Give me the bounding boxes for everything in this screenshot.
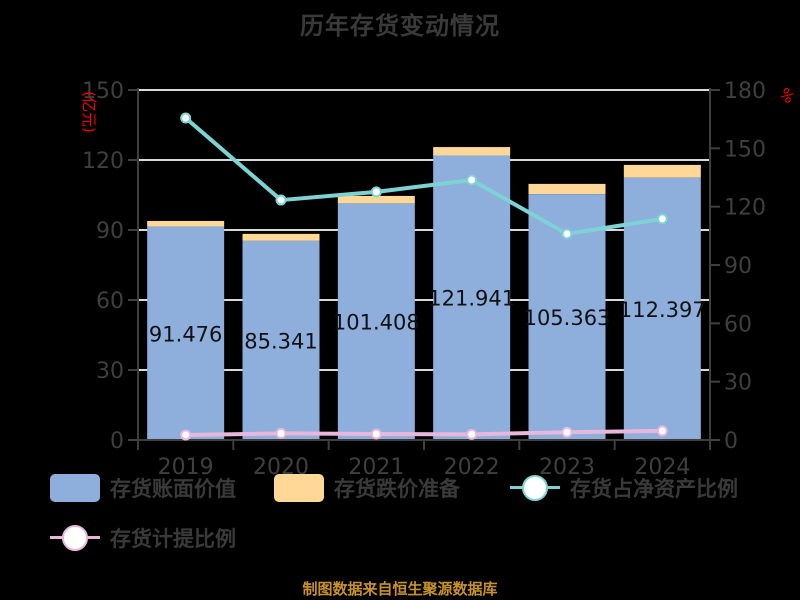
legend-line-marker-icon — [50, 524, 100, 552]
legend-item-net-asset-ratio[interactable]: 存货占净资产比例 — [510, 470, 738, 506]
right-tick-label: 150 — [724, 137, 766, 162]
right-tick-label: 30 — [724, 371, 752, 396]
right-tick-label: 90 — [724, 254, 752, 279]
left-tick-label: 120 — [82, 149, 124, 174]
x-tick-label: 2022 — [444, 455, 500, 480]
x-tick-label: 2023 — [539, 455, 595, 480]
bar-impairment — [433, 147, 511, 156]
bar-value-label: 121.941 — [428, 287, 515, 311]
x-tick-label: 2021 — [348, 455, 404, 480]
net-asset-ratio-marker — [275, 194, 287, 206]
right-tick-label: 180 — [724, 79, 766, 104]
bar-impairment — [528, 183, 606, 195]
legend-item-impairment[interactable]: 存货跌价准备 — [274, 470, 460, 506]
legend-swatch-book-value-icon — [50, 474, 100, 502]
bar-value-label: 112.397 — [619, 298, 706, 322]
bar-impairment — [147, 220, 225, 227]
bar-book-value — [242, 240, 320, 440]
provision-ratio-marker — [561, 426, 573, 438]
bar-book-value — [147, 226, 225, 440]
provision-ratio-marker — [656, 425, 668, 437]
legend-item-provision-ratio[interactable]: 存货计提比例 — [50, 520, 236, 556]
x-tick-label: 2024 — [634, 455, 690, 480]
source-note: 制图数据来自恒生聚源数据库 — [302, 580, 498, 598]
legend-label: 存货计提比例 — [110, 527, 236, 551]
provision-ratio-marker — [466, 428, 478, 440]
legend-item-book-value[interactable]: 存货账面价值 — [50, 470, 236, 506]
left-tick-label: 0 — [110, 429, 124, 454]
bar-impairment — [242, 233, 320, 241]
right-tick-label: 0 — [724, 429, 738, 454]
bar-value-label: 101.408 — [333, 311, 420, 335]
bar-value-label: 85.341 — [244, 329, 317, 353]
chart-title: 历年存货变动情况 — [300, 12, 500, 40]
left-tick-label: 30 — [96, 359, 124, 384]
right-tick-label: 60 — [724, 312, 752, 337]
net-asset-ratio-marker — [656, 213, 668, 225]
net-asset-ratio-marker — [561, 228, 573, 240]
bar-value-label: 105.363 — [524, 306, 611, 330]
left-unit-label: (亿元) — [80, 91, 98, 133]
net-asset-ratio-marker — [466, 174, 478, 186]
net-asset-ratio-line — [184, 116, 663, 236]
net-asset-ratio-marker — [370, 186, 382, 198]
bar-value-label: 91.476 — [149, 322, 222, 346]
left-tick-label: 150 — [82, 79, 124, 104]
net-asset-ratio-marker — [180, 112, 192, 124]
legend-label: 存货跌价准备 — [334, 477, 460, 501]
right-unit-label: % — [775, 84, 798, 107]
bar-impairment — [337, 195, 415, 204]
legend-label: 存货占净资产比例 — [570, 477, 738, 501]
bar-book-value — [433, 155, 511, 440]
right-tick-label: 120 — [724, 196, 766, 221]
legend-swatch-impairment-icon — [274, 474, 324, 502]
provision-ratio-line — [185, 428, 663, 437]
legend-line-marker-icon — [510, 474, 560, 502]
bar-impairment — [623, 164, 701, 178]
bar-book-value — [337, 203, 415, 440]
legend-label: 存货账面价值 — [110, 477, 236, 501]
provision-ratio-marker — [180, 429, 192, 441]
left-tick-label: 90 — [96, 219, 124, 244]
left-tick-label: 60 — [96, 289, 124, 314]
provision-ratio-marker — [275, 427, 287, 439]
x-tick-label: 2019 — [158, 455, 214, 480]
provision-ratio-marker — [370, 428, 382, 440]
